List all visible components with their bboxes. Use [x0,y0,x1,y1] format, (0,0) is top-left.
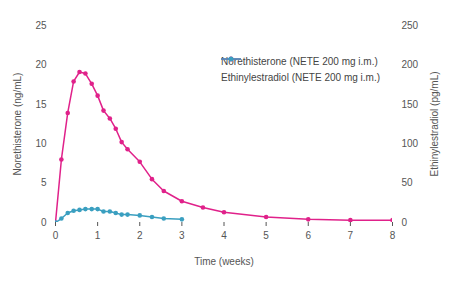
svg-text:2: 2 [137,230,143,241]
svg-text:0: 0 [53,230,59,241]
svg-text:Norethisterone (ng/mL): Norethisterone (ng/mL) [12,73,23,176]
svg-text:3: 3 [179,230,185,241]
svg-text:8: 8 [390,230,396,241]
html-text:Ethinylestradiol (NETE 200 mg: Ethinylestradiol (NETE 200 mg i.m.) [221,72,380,83]
svg-text:7: 7 [348,230,354,241]
svg-text:25: 25 [35,20,47,31]
svg-text:200: 200 [402,59,419,70]
svg-text:Time (weeks): Time (weeks) [194,256,254,267]
svg-text:50: 50 [402,177,414,188]
svg-text:10: 10 [35,138,47,149]
svg-text:0: 0 [402,217,408,228]
svg-text:5: 5 [263,230,269,241]
html-text:Norethisterone (NETE 200 mg i.: Norethisterone (NETE 200 mg i.m.) [221,56,378,67]
svg-text:15: 15 [35,99,47,110]
svg-text:Ethinylestradiol (pg/mL): Ethinylestradiol (pg/mL) [429,71,440,176]
svg-text:5: 5 [41,177,47,188]
svg-text:1: 1 [95,230,101,241]
svg-text:250: 250 [402,20,419,31]
svg-text:6: 6 [305,230,311,241]
svg-text:20: 20 [35,59,47,70]
svg-text:150: 150 [402,99,419,110]
svg-text:0: 0 [41,217,47,228]
svg-text:100: 100 [402,138,419,149]
svg-text:4: 4 [221,230,227,241]
